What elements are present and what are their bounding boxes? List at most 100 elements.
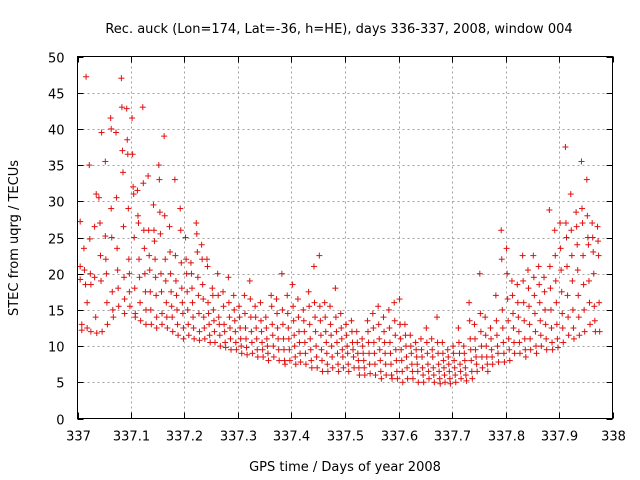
data-point bbox=[387, 350, 394, 357]
data-point bbox=[403, 353, 410, 360]
data-point bbox=[552, 252, 559, 259]
data-point bbox=[482, 314, 489, 321]
data-point bbox=[222, 339, 229, 346]
data-point bbox=[167, 248, 174, 255]
data-point bbox=[493, 317, 500, 324]
data-point bbox=[285, 325, 292, 331]
data-point bbox=[531, 310, 538, 317]
data-point bbox=[119, 147, 126, 154]
data-point bbox=[541, 288, 548, 295]
data-point bbox=[442, 379, 449, 386]
data-point bbox=[409, 375, 416, 382]
data-point bbox=[576, 332, 583, 339]
data-point bbox=[269, 332, 276, 339]
data-point bbox=[473, 353, 480, 360]
data-point bbox=[162, 256, 169, 263]
data-point bbox=[316, 252, 323, 259]
data-point bbox=[262, 314, 269, 321]
data-point bbox=[543, 346, 550, 353]
data-point bbox=[108, 205, 115, 212]
data-point bbox=[78, 321, 85, 328]
data-point bbox=[211, 339, 218, 346]
data-point bbox=[321, 299, 328, 306]
data-point bbox=[157, 230, 164, 237]
data-point bbox=[258, 317, 265, 324]
data-point bbox=[121, 310, 128, 317]
data-point bbox=[466, 317, 473, 324]
data-point bbox=[232, 328, 239, 335]
data-point bbox=[129, 115, 136, 122]
data-point bbox=[430, 372, 437, 379]
data-point bbox=[168, 288, 175, 295]
data-point bbox=[161, 133, 168, 140]
data-point bbox=[319, 368, 326, 375]
data-point bbox=[407, 332, 414, 339]
data-point bbox=[354, 350, 361, 357]
data-point bbox=[125, 205, 132, 212]
data-point bbox=[328, 332, 335, 339]
data-point bbox=[292, 361, 299, 368]
data-point bbox=[98, 129, 105, 136]
data-point bbox=[268, 292, 275, 299]
data-point bbox=[278, 270, 285, 277]
data-point bbox=[530, 252, 537, 259]
data-point bbox=[361, 364, 368, 371]
data-point bbox=[345, 368, 352, 375]
data-point bbox=[460, 343, 467, 350]
data-point bbox=[323, 350, 330, 357]
data-point bbox=[329, 364, 336, 371]
data-point bbox=[392, 332, 399, 339]
data-point bbox=[139, 104, 146, 111]
data-point bbox=[246, 277, 253, 284]
data-point bbox=[222, 344, 229, 351]
data-point bbox=[201, 325, 208, 331]
data-point bbox=[509, 310, 516, 317]
data-point bbox=[429, 346, 436, 353]
data-point bbox=[562, 220, 569, 227]
data-point bbox=[430, 364, 437, 371]
data-point bbox=[226, 325, 233, 331]
data-point bbox=[522, 346, 529, 353]
data-point bbox=[188, 285, 195, 292]
data-point bbox=[574, 267, 581, 274]
data-point bbox=[476, 270, 483, 277]
data-point bbox=[286, 346, 293, 353]
data-point bbox=[87, 270, 94, 277]
data-point bbox=[273, 296, 280, 303]
data-point bbox=[254, 346, 261, 353]
x-tick-label: 337.4 bbox=[273, 430, 310, 445]
data-point bbox=[364, 317, 371, 324]
data-point bbox=[284, 310, 291, 317]
data-point bbox=[313, 343, 320, 350]
data-point bbox=[136, 274, 143, 281]
data-point bbox=[179, 299, 186, 306]
data-point bbox=[114, 245, 121, 252]
data-point bbox=[290, 317, 297, 324]
data-point bbox=[530, 274, 537, 281]
data-point bbox=[87, 328, 94, 335]
data-point bbox=[249, 350, 256, 357]
data-point bbox=[300, 306, 307, 313]
data-point bbox=[360, 357, 367, 364]
data-point bbox=[134, 187, 141, 194]
data-point bbox=[436, 368, 443, 375]
data-point bbox=[437, 380, 444, 387]
data-point bbox=[573, 223, 580, 230]
data-point bbox=[92, 314, 99, 321]
data-point bbox=[190, 325, 197, 331]
data-point bbox=[506, 346, 513, 353]
data-point bbox=[521, 317, 528, 324]
data-point bbox=[532, 343, 539, 350]
data-point bbox=[244, 351, 251, 358]
data-point bbox=[129, 151, 136, 158]
data-point bbox=[526, 303, 533, 310]
data-points bbox=[77, 73, 603, 387]
data-point bbox=[162, 277, 169, 284]
data-point bbox=[431, 379, 438, 386]
data-point bbox=[372, 372, 379, 379]
data-point bbox=[439, 339, 446, 346]
data-point bbox=[118, 104, 125, 111]
x-tick-label: 337.8 bbox=[488, 430, 525, 445]
data-point bbox=[98, 277, 105, 284]
data-point bbox=[398, 357, 405, 364]
